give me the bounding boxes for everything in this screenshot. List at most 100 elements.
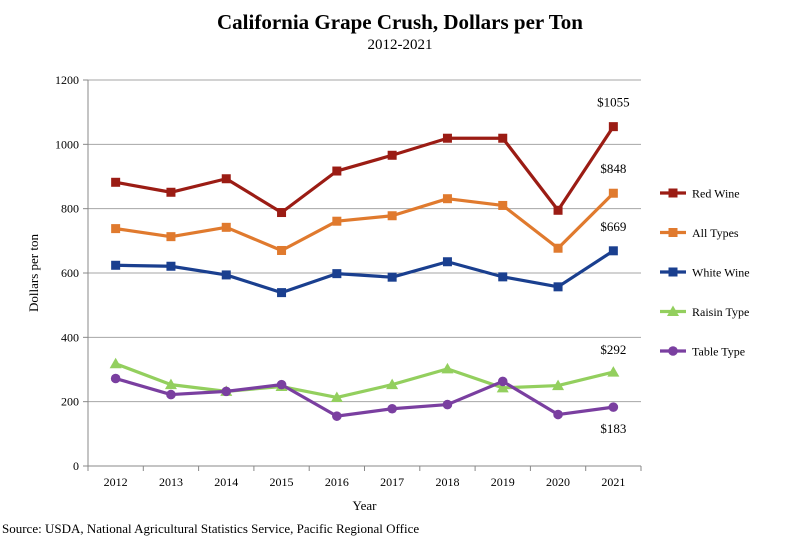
x-tick-label: 2019 (491, 475, 515, 489)
x-tick-label: 2015 (270, 475, 294, 489)
data-point-red-wine (387, 150, 397, 160)
data-point-all-types (111, 224, 121, 234)
series-line-red-wine (114, 125, 615, 215)
data-point-red-wine (277, 208, 287, 218)
data-point-red-wine (166, 187, 176, 197)
data-point-all-types (332, 216, 342, 226)
data-point-table-type (332, 411, 342, 421)
data-point-table-type (110, 373, 121, 384)
data-point-all-types (166, 232, 176, 242)
series-lines (109, 122, 620, 421)
data-point-white-wine (166, 261, 176, 271)
data-label: $292 (600, 342, 626, 357)
data-point-white-wine (608, 246, 618, 256)
data-point-raisin-type (386, 378, 399, 390)
legend-swatch-marker (668, 228, 678, 237)
legend-label: All Types (692, 226, 739, 240)
data-point-all-types (387, 211, 397, 221)
series-all-types (111, 188, 618, 255)
data-point-red-wine (221, 174, 231, 184)
data-point-table-type (497, 376, 508, 387)
data-point-white-wine (221, 270, 231, 280)
series-line-white-wine (114, 249, 615, 295)
data-point-all-types (221, 222, 231, 232)
chart-subtitle: 2012-2021 (367, 37, 433, 53)
data-point-red-wine (332, 166, 342, 176)
data-point-raisin-type (441, 362, 454, 374)
legend-label: Raisin Type (692, 305, 749, 319)
x-tick-label: 2020 (546, 475, 570, 489)
x-tick-label: 2017 (380, 475, 404, 489)
data-point-table-type (166, 389, 176, 400)
legend-item-white-wine: White Wine (660, 266, 750, 280)
legend-label: Table Type (692, 345, 745, 359)
y-tick-label: 800 (61, 202, 79, 216)
x-tick-label: 2016 (325, 475, 349, 489)
data-point-table-type (276, 379, 287, 390)
data-point-raisin-type (109, 357, 122, 369)
y-tick-label: 1200 (55, 73, 79, 87)
data-label: $669 (600, 219, 626, 234)
data-point-raisin-type (330, 391, 343, 402)
y-tick-label: 200 (61, 395, 79, 409)
legend-swatch-marker (668, 267, 678, 277)
data-label: $183 (600, 421, 626, 436)
axes: 0 200 400 600 800 1000 1200 2012 2013 2014 2015 201… (26, 73, 642, 513)
series-raisin-type (109, 357, 620, 402)
data-point-raisin-type (496, 381, 509, 393)
data-point-white-wine (111, 260, 121, 270)
chart-title: California Grape Crush, Dollars per Ton (217, 10, 583, 34)
data-point-all-types (277, 245, 287, 255)
gridlines (88, 79, 641, 403)
x-tick-label: 2014 (214, 475, 238, 489)
data-annotations: $1055 $848 $669 $292 $183 (597, 95, 630, 436)
data-point-all-types (553, 243, 563, 253)
data-point-red-wine (553, 205, 563, 215)
y-tick-label: 1000 (55, 137, 79, 151)
y-tick-label: 0 (73, 459, 79, 473)
data-point-raisin-type (552, 379, 565, 391)
data-label: $1055 (597, 95, 630, 110)
data-point-white-wine (498, 272, 508, 282)
legend-swatch-marker (668, 346, 678, 356)
data-point-table-type (221, 386, 232, 397)
data-point-white-wine (277, 288, 287, 298)
data-point-red-wine (608, 122, 618, 132)
legend-label: White Wine (692, 266, 750, 280)
legend-item-all-types: All Types (660, 226, 739, 240)
legend: Red Wine All Types White Wine Raisin Type Ta… (660, 187, 750, 359)
data-point-white-wine (387, 272, 397, 282)
data-point-raisin-type (607, 366, 620, 377)
data-point-table-type (442, 399, 453, 410)
legend-item-table-type: Table Type (660, 345, 745, 359)
series-white-wine (111, 246, 618, 298)
legend-item-raisin-type: Raisin Type (660, 305, 749, 319)
legend-item-red-wine: Red Wine (660, 187, 740, 201)
data-point-white-wine (332, 269, 342, 279)
data-point-all-types (498, 200, 508, 210)
y-tick-label: 600 (61, 266, 79, 280)
data-point-table-type (553, 409, 563, 420)
source-note: Source: USDA, National Agricultural Stat… (2, 521, 420, 536)
series-line-raisin-type (114, 362, 615, 400)
legend-swatch-marker (668, 188, 678, 198)
data-point-all-types (608, 188, 618, 198)
y-tick-label: 400 (61, 330, 79, 344)
x-tick-label: 2012 (104, 475, 128, 489)
data-point-white-wine (442, 257, 452, 267)
legend-swatch-marker (667, 305, 679, 316)
data-point-red-wine (111, 177, 121, 187)
x-tick-label: 2013 (159, 475, 183, 489)
x-axis-title: Year (353, 498, 378, 513)
data-point-white-wine (553, 282, 563, 292)
series-table-type (110, 373, 619, 421)
data-point-all-types (442, 194, 452, 204)
series-line-table-type (114, 376, 615, 418)
series-line-all-types (114, 191, 615, 253)
data-point-red-wine (442, 133, 452, 143)
data-point-table-type (387, 403, 397, 414)
data-point-red-wine (498, 133, 508, 143)
x-tick-label: 2021 (601, 475, 625, 489)
series-red-wine (111, 122, 618, 218)
